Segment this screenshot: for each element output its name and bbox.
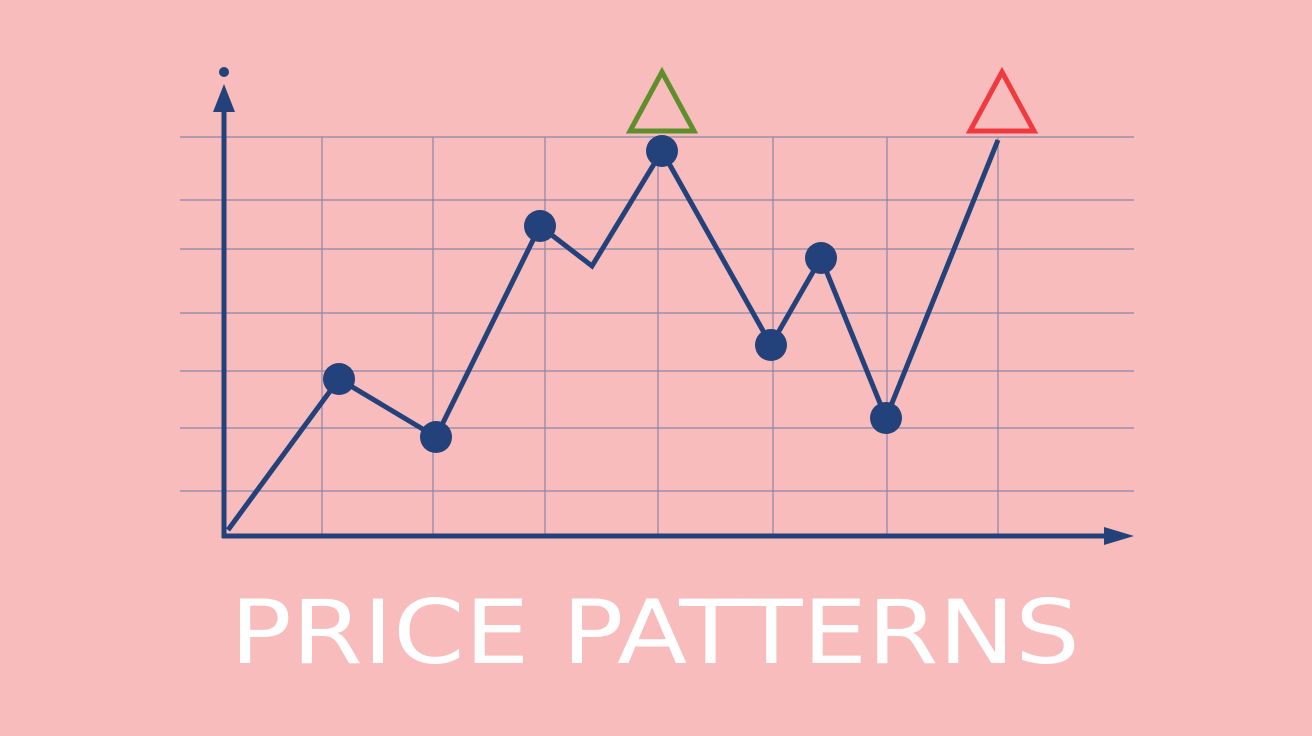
points (323, 135, 902, 453)
point (524, 210, 556, 242)
point (420, 421, 452, 453)
axis-dot (219, 67, 229, 77)
axes (213, 67, 1134, 545)
title: PRICE PATTERNS (230, 581, 1080, 684)
y-axis-arrow (213, 84, 235, 112)
green-triangle (625, 66, 699, 134)
point (870, 402, 902, 434)
point (323, 363, 355, 395)
grid (180, 136, 1134, 535)
x-axis-arrow (1104, 527, 1134, 545)
price-line (225, 139, 1001, 532)
point (805, 242, 837, 274)
point (646, 135, 678, 167)
point (755, 329, 787, 361)
red-triangle (965, 66, 1039, 134)
